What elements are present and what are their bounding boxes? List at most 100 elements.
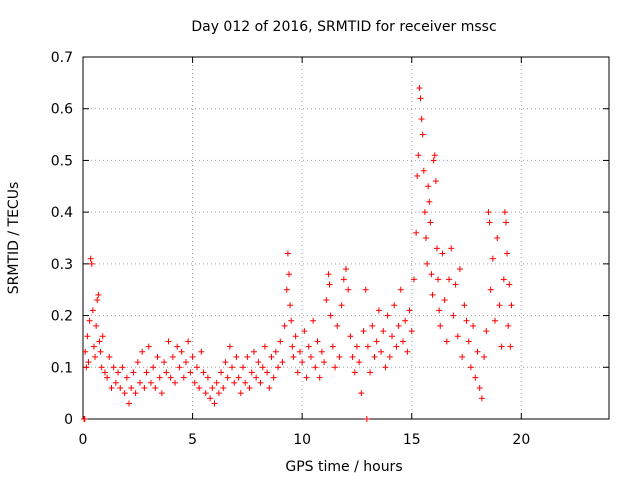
data-point: [345, 286, 352, 293]
data-point: [277, 338, 284, 345]
data-point: [185, 338, 192, 345]
data-point: [112, 379, 119, 386]
data-point: [200, 369, 207, 376]
data-point: [121, 390, 128, 397]
data-point: [420, 167, 427, 174]
data-point: [83, 364, 90, 371]
data-point: [382, 364, 389, 371]
data-point: [115, 369, 122, 376]
data-point: [98, 364, 105, 371]
data-point: [410, 276, 417, 283]
data-point: [198, 348, 205, 355]
data-point: [450, 312, 457, 319]
data-point: [176, 364, 183, 371]
data-point: [373, 338, 380, 345]
data-point: [283, 286, 290, 293]
data-point: [178, 348, 185, 355]
y-axis-label: SRMTID / TECUs: [6, 182, 22, 295]
data-point: [467, 364, 474, 371]
grid-layer: [83, 57, 609, 419]
data-point: [259, 364, 266, 371]
data-point: [485, 209, 492, 216]
data-point: [429, 291, 436, 298]
data-point: [95, 291, 102, 298]
data-point: [343, 266, 349, 273]
data-point: [224, 374, 231, 381]
data-point: [86, 317, 93, 324]
data-point: [134, 359, 141, 366]
y-tick-label: 0.2: [51, 309, 73, 325]
data-point: [424, 260, 431, 267]
x-tick-label: 20: [512, 432, 530, 448]
data-point: [415, 152, 422, 159]
data-point: [299, 359, 306, 366]
data-point: [108, 384, 115, 391]
data-point: [481, 353, 488, 360]
data-point: [310, 317, 317, 324]
data-point: [147, 379, 154, 386]
data-point: [327, 312, 334, 319]
data-point: [204, 374, 211, 381]
data-point: [279, 359, 286, 366]
data-point: [391, 302, 398, 309]
data-point: [456, 266, 463, 273]
data-point: [421, 209, 428, 216]
data-point: [428, 271, 435, 278]
data-point: [426, 198, 433, 205]
y-tick-label: 0.5: [51, 153, 73, 169]
data-point: [448, 245, 455, 252]
data-point: [193, 364, 200, 371]
data-point: [498, 343, 505, 350]
data-point: [419, 131, 426, 138]
y-tick-label: 0: [64, 412, 73, 428]
data-point: [117, 384, 124, 391]
data-point: [507, 343, 514, 350]
data-point: [81, 416, 88, 422]
data-point: [487, 286, 494, 293]
data-point: [474, 348, 481, 355]
data-point: [347, 333, 354, 340]
data-point: [152, 384, 159, 391]
data-point: [248, 369, 255, 376]
data-point: [150, 364, 157, 371]
data-point: [261, 343, 268, 350]
data-point: [222, 359, 229, 366]
data-point: [281, 322, 288, 329]
x-tick-label: 5: [188, 432, 197, 448]
data-point: [422, 235, 429, 241]
y-tick-label: 0.4: [51, 205, 73, 221]
data-point: [211, 400, 218, 407]
data-point: [476, 384, 483, 391]
data-point: [353, 343, 360, 350]
data-point: [106, 353, 113, 360]
data-point: [323, 297, 330, 304]
data-point: [246, 384, 253, 391]
plot-area-frame: [82, 56, 610, 420]
data-point: [363, 416, 370, 422]
data-point: [196, 384, 203, 391]
data-point: [332, 364, 339, 371]
data-point: [207, 395, 214, 402]
data-point: [189, 353, 196, 360]
data-point: [494, 235, 501, 241]
data-point: [257, 379, 264, 386]
data-point: [292, 333, 299, 340]
data-point: [393, 343, 400, 350]
data-point: [504, 250, 511, 257]
data-point: [506, 281, 513, 288]
data-point: [286, 271, 293, 278]
y-tick-label: 0.3: [51, 257, 73, 273]
data-point: [96, 338, 103, 345]
data-point: [351, 369, 358, 376]
tick-layer: 0 0.1 0.2 0.3 0.4 0.5 0.6 0.7 0 5 10 15 20: [51, 50, 609, 448]
data-point: [82, 348, 89, 355]
data-point: [417, 95, 424, 102]
data-point: [101, 369, 108, 376]
data-point: [312, 364, 319, 371]
data-point: [123, 374, 130, 381]
data-point: [459, 353, 466, 360]
data-point: [486, 219, 493, 226]
data-point: [93, 322, 100, 329]
data-point: [242, 379, 249, 386]
